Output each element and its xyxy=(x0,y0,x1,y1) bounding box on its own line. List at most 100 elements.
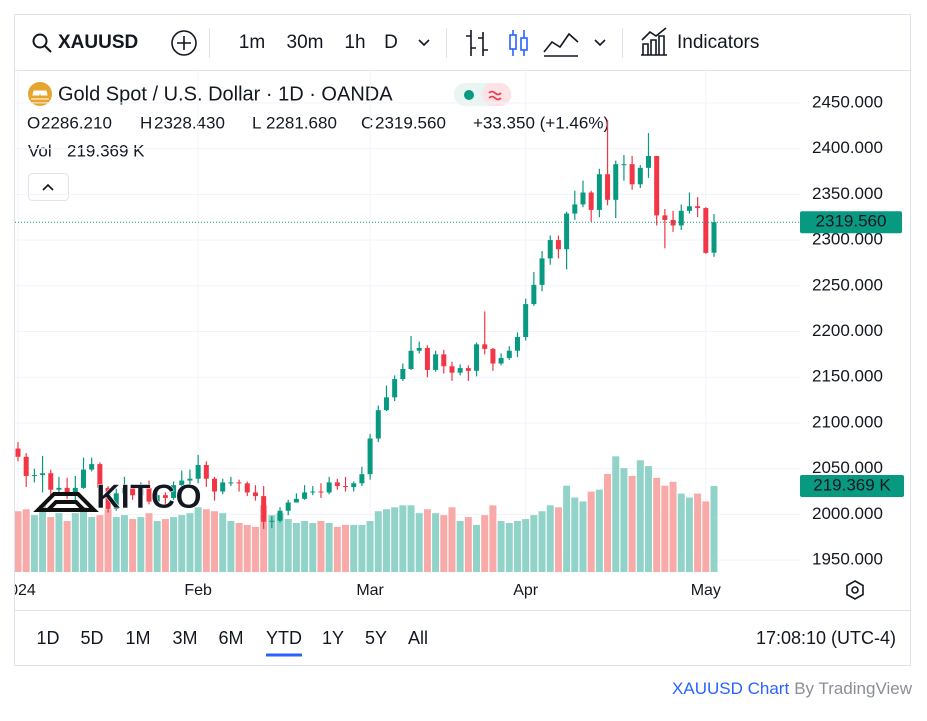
candle-body xyxy=(695,206,700,208)
volume-bar xyxy=(350,525,357,572)
volume-bar xyxy=(146,513,153,572)
candle-body xyxy=(458,368,463,373)
candle-body xyxy=(253,492,258,496)
interval-button[interactable]: 1h xyxy=(344,32,365,53)
volume-bar xyxy=(506,523,513,572)
y-tick-label: 2100.000 xyxy=(812,412,883,431)
candle-body xyxy=(73,488,78,493)
volume-bar xyxy=(15,511,22,572)
symbol-logo xyxy=(28,82,52,106)
candle-body xyxy=(515,337,520,351)
range-button[interactable]: 5D xyxy=(80,628,103,648)
candle-body xyxy=(384,397,389,410)
candle-body xyxy=(335,482,340,486)
volume-bar xyxy=(661,486,668,572)
volume-bar xyxy=(301,521,308,572)
ohlc-value: 2319.560 xyxy=(375,113,446,132)
indicators-label[interactable]: Indicators xyxy=(677,32,759,53)
volume-bar xyxy=(555,507,562,572)
volume-bar xyxy=(244,525,251,572)
volume-bar xyxy=(317,521,324,572)
candle-body xyxy=(228,482,233,483)
candle-body xyxy=(359,474,364,483)
volume-bar xyxy=(342,525,349,572)
volume-bar xyxy=(694,494,701,572)
candle-body xyxy=(286,503,291,511)
volume-bar xyxy=(64,521,71,572)
footer-link[interactable]: XAUUSD Chart xyxy=(672,679,789,698)
candle-body xyxy=(433,354,438,370)
ohlc-label: L xyxy=(252,113,261,132)
volume-bar xyxy=(154,521,161,572)
candle-body xyxy=(654,156,659,215)
collapse-button[interactable] xyxy=(29,174,69,201)
volume-bar xyxy=(645,466,652,572)
candle-body xyxy=(589,193,594,210)
volume-bar xyxy=(113,517,120,572)
y-tick-label: 2150.000 xyxy=(812,367,883,386)
candle-body xyxy=(48,473,53,489)
volume-bar xyxy=(530,515,537,572)
y-tick-label: 2050.000 xyxy=(812,458,883,477)
volume-bar xyxy=(47,517,54,572)
candle-body xyxy=(269,521,274,522)
candle-body-icon xyxy=(510,35,516,49)
volume-bar xyxy=(678,494,685,572)
range-button[interactable]: 1M xyxy=(125,628,150,648)
candle-body xyxy=(466,368,471,371)
volume-bar xyxy=(481,515,488,572)
range-button[interactable]: All xyxy=(408,628,428,648)
symbol[interactable]: XAUUSD xyxy=(58,32,138,53)
range-button[interactable]: 1D xyxy=(36,628,59,648)
candle-body xyxy=(376,410,381,438)
range-button[interactable]: 1Y xyxy=(322,628,344,648)
volume-bar xyxy=(588,492,595,572)
volume-bar xyxy=(39,505,46,572)
volume-bar xyxy=(211,511,218,572)
volume-bar xyxy=(408,505,415,572)
range-button[interactable]: YTD xyxy=(266,628,302,648)
volume-bar xyxy=(236,523,243,572)
interval-button[interactable]: 1m xyxy=(239,32,265,53)
y-tick-label: 2000.000 xyxy=(812,504,883,523)
candle-body xyxy=(580,193,585,205)
y-tick-label: 2400.000 xyxy=(812,138,883,157)
interval-button[interactable]: D xyxy=(384,32,398,53)
candle-body xyxy=(449,366,454,372)
candle-body xyxy=(621,164,626,165)
volume-bar xyxy=(162,519,169,572)
candle-body xyxy=(204,465,209,479)
x-tick-label: Feb xyxy=(184,582,212,599)
candle-body xyxy=(556,240,561,249)
volume-title: Vol xyxy=(28,141,52,160)
change: +33.350 (+1.46%) xyxy=(473,113,609,132)
volume-bar xyxy=(227,521,234,572)
candle-body xyxy=(507,351,512,358)
candle-body xyxy=(16,449,21,457)
candle-body xyxy=(237,482,242,483)
volume-bar xyxy=(383,509,390,572)
ohlc-label: H xyxy=(140,113,152,132)
candle-body xyxy=(597,174,602,210)
candle-body xyxy=(482,344,487,349)
candle-body xyxy=(302,492,307,498)
interval-button[interactable]: 30m xyxy=(287,32,324,53)
candle-body xyxy=(196,465,201,479)
volume-bar xyxy=(604,474,611,572)
clock: 17:08:10 (UTC-4) xyxy=(756,628,896,648)
range-button[interactable]: 6M xyxy=(218,628,243,648)
watermark-text: KITCO xyxy=(96,478,202,516)
range-button[interactable]: 3M xyxy=(172,628,197,648)
candle-body xyxy=(613,164,618,200)
range-button[interactable]: 5Y xyxy=(365,628,387,648)
candle-body xyxy=(646,156,651,168)
volume-bar xyxy=(637,460,644,572)
volume-bar xyxy=(440,515,447,572)
candle-body xyxy=(89,464,94,469)
candle-body xyxy=(564,214,569,250)
x-tick-label: Apr xyxy=(513,582,539,599)
candle-body xyxy=(703,208,708,253)
volume-bar xyxy=(367,521,374,572)
y-tick-label: 2250.000 xyxy=(812,275,883,294)
candle-body xyxy=(24,457,29,476)
